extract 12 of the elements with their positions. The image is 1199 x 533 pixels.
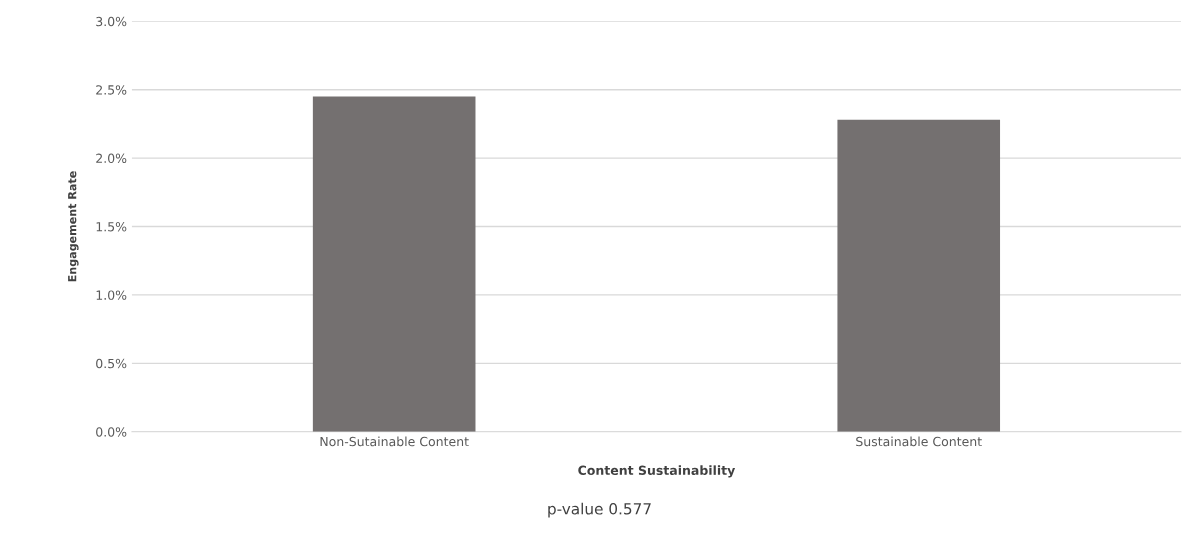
x-tick-label: Non-Sutainable Content [320, 436, 469, 447]
y-tick-label: 1.5% [96, 222, 127, 232]
y-tick-label: 3.0% [96, 16, 127, 27]
y-axis-title: Engagement Rate [68, 171, 79, 282]
x-tick-label: Sustainable Content [856, 436, 982, 447]
text: p-value 0.577 [548, 502, 651, 518]
x-axis-title: Content Sustainability [578, 465, 736, 478]
y-tick-label: 2.0% [96, 153, 127, 164]
y-tick-label: 1.0% [96, 290, 127, 300]
y-tick-label: 0.0% [96, 427, 127, 437]
y-tick-label: 2.5% [96, 85, 127, 95]
y-tick-label: 0.5% [96, 358, 127, 369]
